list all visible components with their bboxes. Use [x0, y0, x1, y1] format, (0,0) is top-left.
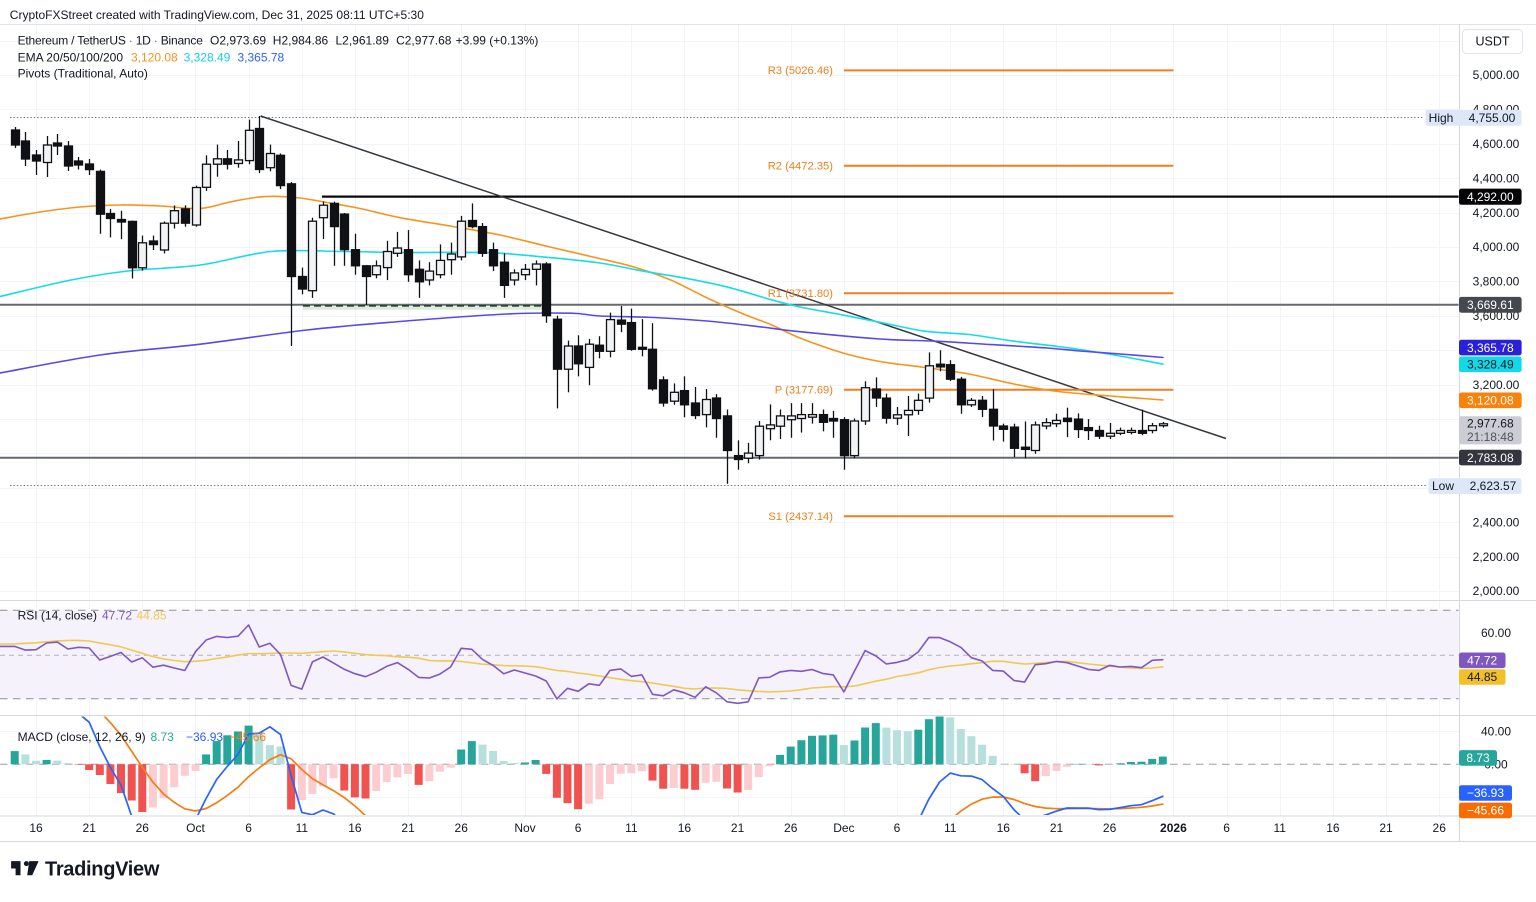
svg-text:Ethereum / TetherUS · 1D · Bin: Ethereum / TetherUS · 1D · Binance [18, 33, 204, 47]
svg-text:R2 (4472.35): R2 (4472.35) [768, 161, 834, 173]
svg-text:3,328.49: 3,328.49 [1467, 358, 1514, 372]
svg-text:O2,973.69: O2,973.69 [210, 33, 266, 47]
svg-text:4,755.00: 4,755.00 [1469, 111, 1516, 125]
svg-text:4,000.00: 4,000.00 [1473, 240, 1520, 254]
svg-text:−45.66: −45.66 [1467, 804, 1504, 818]
svg-text:L2,961.89: L2,961.89 [336, 33, 390, 47]
svg-text:3,200.00: 3,200.00 [1473, 378, 1520, 392]
svg-text:RSI (14, close): RSI (14, close) [18, 608, 97, 622]
svg-text:2,400.00: 2,400.00 [1473, 515, 1520, 529]
svg-text:8.73: 8.73 [151, 730, 175, 744]
svg-text:2,623.57: 2,623.57 [1470, 479, 1517, 493]
svg-text:2,783.08: 2,783.08 [1467, 451, 1514, 465]
svg-text:4,600.00: 4,600.00 [1473, 137, 1520, 151]
svg-text:3,669.61: 3,669.61 [1467, 298, 1514, 312]
svg-text:11: 11 [1273, 821, 1286, 835]
svg-text:2,000.00: 2,000.00 [1473, 584, 1520, 598]
svg-text:3,120.08: 3,120.08 [131, 51, 178, 65]
svg-text:P (3177.69): P (3177.69) [775, 385, 834, 397]
svg-text:−45.66: −45.66 [229, 730, 266, 744]
svg-text:4,292.00: 4,292.00 [1467, 190, 1514, 204]
svg-text:2026: 2026 [1160, 821, 1187, 835]
svg-text:6: 6 [245, 821, 252, 835]
svg-text:21: 21 [401, 821, 415, 835]
svg-text:Low: Low [1432, 479, 1454, 493]
svg-text:−36.93: −36.93 [1467, 786, 1504, 800]
svg-text:6: 6 [1223, 821, 1230, 835]
svg-text:2,977.68: 2,977.68 [1467, 417, 1514, 431]
svg-text:21: 21 [731, 821, 745, 835]
svg-text:Dec: Dec [833, 821, 854, 835]
svg-text:11: 11 [296, 821, 309, 835]
svg-text:3,120.08: 3,120.08 [1467, 394, 1514, 408]
svg-text:R1 (3731.80): R1 (3731.80) [768, 288, 834, 300]
svg-text:2,200.00: 2,200.00 [1473, 550, 1520, 564]
svg-text:16: 16 [1326, 821, 1340, 835]
svg-text:Oct: Oct [186, 821, 205, 835]
svg-text:High: High [1429, 111, 1454, 125]
svg-text:16: 16 [29, 821, 43, 835]
svg-text:4,200.00: 4,200.00 [1473, 206, 1520, 220]
svg-text:CryptoFXStreet created with Tr: CryptoFXStreet created with TradingView.… [10, 8, 424, 22]
svg-text:26: 26 [1433, 821, 1447, 835]
svg-text:44.85: 44.85 [1467, 670, 1497, 684]
svg-text:Pivots (Traditional, Auto): Pivots (Traditional, Auto) [18, 66, 148, 80]
svg-text:26: 26 [784, 821, 798, 835]
svg-text:+3.99 (+0.13%): +3.99 (+0.13%) [456, 33, 539, 47]
svg-text:6: 6 [575, 821, 582, 835]
svg-text:6: 6 [894, 821, 901, 835]
svg-text:Nov: Nov [514, 821, 535, 835]
svg-text:21: 21 [83, 821, 97, 835]
svg-text:26: 26 [1103, 821, 1117, 835]
svg-text:3,365.78: 3,365.78 [238, 51, 285, 65]
svg-text:21:18:48: 21:18:48 [1467, 430, 1514, 444]
svg-text:EMA 20/50/100/200: EMA 20/50/100/200 [18, 51, 124, 65]
svg-text:TradingView: TradingView [45, 859, 160, 881]
svg-text:16: 16 [678, 821, 692, 835]
svg-text:C2,977.68: C2,977.68 [396, 33, 452, 47]
svg-text:8.73: 8.73 [1466, 751, 1490, 765]
svg-text:47.72: 47.72 [102, 608, 132, 622]
svg-text:11: 11 [625, 821, 638, 835]
svg-text:H2,984.86: H2,984.86 [273, 33, 329, 47]
svg-text:4,400.00: 4,400.00 [1473, 171, 1520, 185]
svg-text:26: 26 [136, 821, 150, 835]
svg-text:44.85: 44.85 [137, 608, 167, 622]
svg-text:16: 16 [997, 821, 1011, 835]
svg-text:11: 11 [944, 821, 957, 835]
svg-text:5,000.00: 5,000.00 [1473, 68, 1520, 82]
svg-text:MACD (close, 12, 26, 9): MACD (close, 12, 26, 9) [18, 730, 146, 744]
svg-text:26: 26 [455, 821, 469, 835]
svg-text:USDT: USDT [1475, 35, 1509, 49]
svg-text:47.72: 47.72 [1467, 654, 1497, 668]
svg-text:3,365.78: 3,365.78 [1467, 341, 1514, 355]
svg-text:3,800.00: 3,800.00 [1473, 275, 1520, 289]
svg-text:60.00: 60.00 [1481, 626, 1511, 640]
svg-text:R3 (5026.46): R3 (5026.46) [768, 65, 834, 77]
svg-text:S1 (2437.14): S1 (2437.14) [768, 511, 833, 523]
svg-text:40.00: 40.00 [1481, 725, 1511, 739]
svg-text:21: 21 [1050, 821, 1064, 835]
svg-text:16: 16 [348, 821, 362, 835]
svg-text:−36.93: −36.93 [186, 730, 223, 744]
svg-text:3,328.49: 3,328.49 [184, 51, 231, 65]
svg-text:21: 21 [1379, 821, 1393, 835]
